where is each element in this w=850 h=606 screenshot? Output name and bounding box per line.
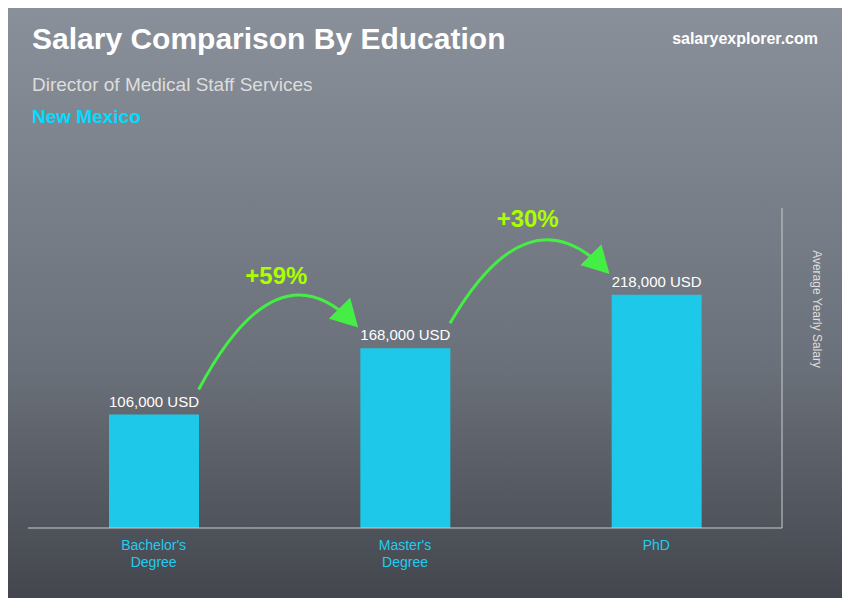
svg-text:168,000 USD: 168,000 USD: [360, 326, 450, 343]
html-text:New Mexico: New Mexico: [32, 106, 141, 127]
svg-text:PhD: PhD: [643, 537, 670, 553]
html-text:Director of Medical Staff Serv: Director of Medical Staff Services: [32, 74, 313, 95]
svg-text:+59%: +59%: [245, 262, 307, 289]
svg-text:218,000 USD: 218,000 USD: [612, 273, 702, 290]
svg-text:106,000 USD: 106,000 USD: [109, 393, 199, 410]
svg-text:+30%: +30%: [497, 205, 559, 232]
html-text:salaryexplorer.com: salaryexplorer.com: [672, 30, 818, 47]
svg-text:Master'sDegree: Master'sDegree: [379, 537, 431, 570]
html-text:Salary Comparison By Education: Salary Comparison By Education: [32, 22, 506, 55]
svg-text:Bachelor'sDegree: Bachelor'sDegree: [121, 537, 186, 570]
svg-text:Average Yearly Salary: Average Yearly Salary: [810, 250, 824, 368]
